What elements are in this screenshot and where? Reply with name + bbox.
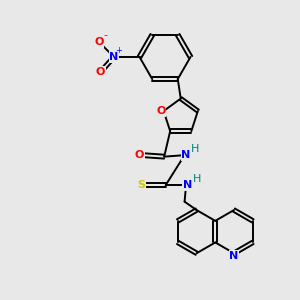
Text: +: + xyxy=(115,46,122,55)
Text: N: N xyxy=(182,150,191,160)
Text: O: O xyxy=(135,150,144,160)
Text: O: O xyxy=(94,37,104,47)
Text: S: S xyxy=(137,180,145,190)
Text: H: H xyxy=(192,173,201,184)
Text: -: - xyxy=(103,30,108,40)
Text: N: N xyxy=(110,52,118,62)
Text: H: H xyxy=(191,143,199,154)
Text: N: N xyxy=(183,180,192,190)
Text: O: O xyxy=(96,67,105,77)
Text: O: O xyxy=(157,106,166,116)
Text: N: N xyxy=(230,250,238,261)
